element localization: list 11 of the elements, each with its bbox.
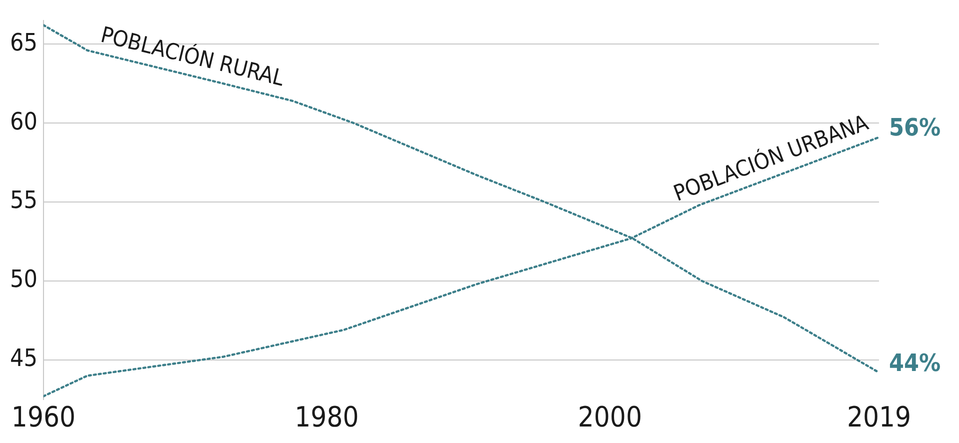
y-tick-label: 60 <box>10 107 38 136</box>
x-tick-label: 1980 <box>294 400 359 434</box>
y-tick-label: 65 <box>10 28 38 56</box>
text: 44% <box>889 348 941 377</box>
y-tick-label: 50 <box>10 265 38 294</box>
y-tick-label: 45 <box>10 344 38 372</box>
x-tick-label: 1960 <box>11 400 76 434</box>
x-tick-label: 2000 <box>578 400 642 434</box>
text: 56% <box>889 113 941 142</box>
y-tick-label: 55 <box>10 186 38 214</box>
x-tick-label: 2019 <box>846 400 912 434</box>
